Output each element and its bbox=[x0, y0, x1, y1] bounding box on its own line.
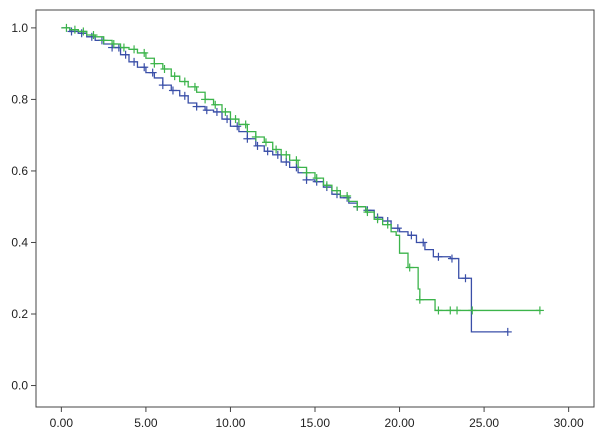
censor-mark bbox=[282, 158, 291, 167]
censor-mark bbox=[446, 306, 455, 315]
censor-mark bbox=[130, 45, 139, 54]
censor-mark bbox=[148, 68, 157, 77]
censor-mark bbox=[89, 31, 98, 40]
y-tick-label: 0.2 bbox=[11, 307, 28, 321]
censor-mark bbox=[282, 150, 291, 159]
x-tick-label: 25.00 bbox=[469, 416, 499, 430]
censor-mark bbox=[140, 63, 149, 72]
censor-mark bbox=[461, 274, 470, 283]
x-tick-label: 30.00 bbox=[554, 416, 584, 430]
x-tick-label: 5.00 bbox=[134, 416, 158, 430]
censor-mark bbox=[253, 141, 262, 150]
censor-mark bbox=[453, 306, 462, 315]
censor-mark bbox=[160, 65, 169, 74]
censor-mark bbox=[168, 86, 177, 95]
censor-mark bbox=[158, 81, 167, 90]
censor-mark bbox=[109, 39, 118, 48]
censor-mark bbox=[150, 59, 159, 68]
censor-mark bbox=[273, 150, 282, 159]
censor-mark bbox=[243, 134, 252, 143]
series-1 bbox=[61, 27, 512, 336]
censor-mark bbox=[312, 174, 321, 183]
censor-mark bbox=[434, 306, 443, 315]
y-tick-label: 1.0 bbox=[11, 21, 28, 35]
y-tick-label: 0.8 bbox=[11, 92, 28, 106]
censor-mark bbox=[383, 220, 392, 229]
censor-mark bbox=[67, 27, 76, 36]
censor-mark bbox=[535, 306, 544, 315]
censor-mark bbox=[190, 82, 199, 91]
censor-mark bbox=[302, 175, 311, 184]
censor-mark bbox=[77, 29, 86, 38]
series-layer bbox=[61, 23, 544, 336]
censor-mark bbox=[87, 32, 96, 41]
censor-mark bbox=[223, 115, 232, 124]
series-line bbox=[61, 27, 540, 312]
censor-mark bbox=[130, 57, 139, 66]
censor-mark bbox=[231, 115, 240, 124]
censor-mark bbox=[170, 72, 179, 81]
x-axis: 0.00 5.00 10.00 15.00 20.00 25.00 30.00 bbox=[50, 407, 584, 430]
censor-mark bbox=[292, 156, 301, 165]
censor-mark bbox=[373, 215, 382, 224]
y-tick-label: 0.4 bbox=[11, 235, 28, 249]
censor-mark bbox=[302, 168, 311, 177]
censor-mark bbox=[393, 224, 402, 233]
censor-mark bbox=[79, 27, 88, 36]
censor-mark bbox=[221, 107, 230, 116]
censor-mark bbox=[407, 231, 416, 240]
censor-mark bbox=[241, 120, 250, 129]
censor-mark bbox=[261, 138, 270, 147]
censor-mark bbox=[434, 252, 443, 261]
y-tick-label: 0.0 bbox=[11, 379, 28, 393]
censor-mark bbox=[251, 132, 260, 141]
censor-mark bbox=[468, 306, 477, 315]
censor-mark bbox=[363, 208, 372, 217]
censor-mark bbox=[99, 36, 108, 45]
censor-mark bbox=[62, 23, 71, 32]
censor-mark bbox=[121, 50, 130, 59]
censor-mark bbox=[119, 43, 128, 52]
censor-mark bbox=[211, 100, 220, 109]
censor-mark bbox=[180, 91, 189, 100]
x-tick-label: 15.00 bbox=[300, 416, 330, 430]
censor-mark bbox=[201, 95, 210, 104]
x-tick-label: 0.00 bbox=[50, 416, 74, 430]
censor-mark bbox=[405, 263, 414, 272]
censor-mark bbox=[343, 191, 352, 200]
x-tick-label: 20.00 bbox=[385, 416, 415, 430]
series-line bbox=[61, 27, 508, 333]
censor-mark bbox=[202, 106, 211, 115]
y-axis: 0.0 0.2 0.4 0.6 0.8 1.0 bbox=[11, 21, 36, 393]
censor-mark bbox=[332, 186, 341, 195]
censor-mark bbox=[140, 48, 149, 57]
censor-mark bbox=[415, 295, 424, 304]
y-tick-label: 0.6 bbox=[11, 164, 28, 178]
censor-mark bbox=[419, 238, 428, 247]
censor-mark bbox=[272, 145, 281, 154]
x-tick-label: 10.00 bbox=[215, 416, 245, 430]
censor-mark bbox=[322, 181, 331, 190]
censor-mark bbox=[70, 25, 79, 34]
censor-mark bbox=[233, 122, 242, 131]
censor-mark bbox=[503, 327, 512, 336]
censor-mark bbox=[180, 77, 189, 86]
censor-mark bbox=[447, 254, 456, 263]
censor-mark bbox=[108, 43, 117, 52]
censor-mark bbox=[192, 102, 201, 111]
plot-frame bbox=[35, 9, 595, 408]
censor-mark bbox=[212, 107, 221, 116]
series-2 bbox=[61, 23, 544, 315]
censor-mark bbox=[353, 202, 362, 211]
censor-mark bbox=[263, 147, 272, 156]
